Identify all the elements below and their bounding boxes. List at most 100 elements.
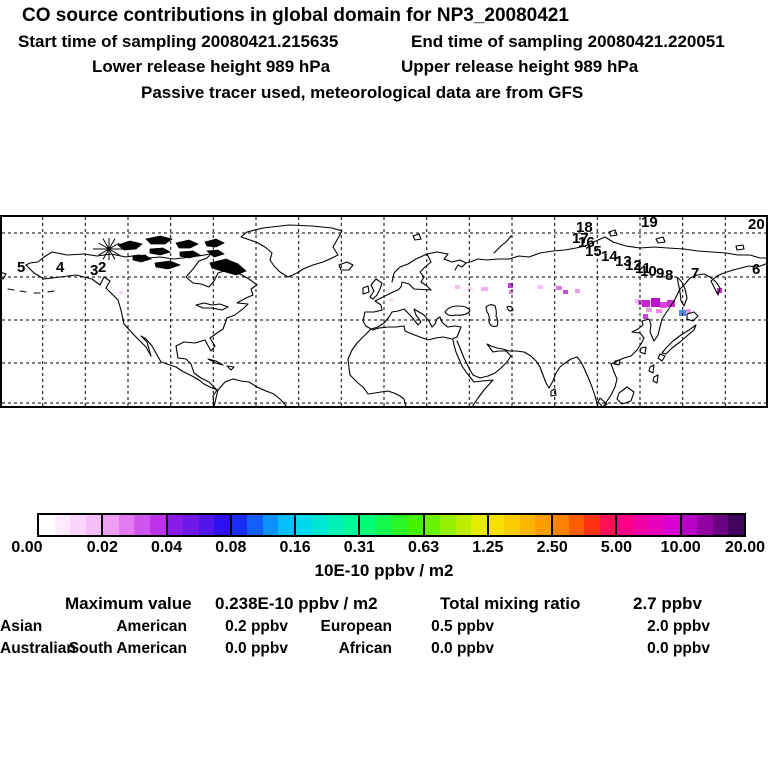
trajectory-point-label: 12 [625, 257, 642, 274]
contribution-cell [563, 290, 568, 294]
colorbar-cell [648, 515, 664, 535]
region-asian-label: Asian [0, 618, 43, 635]
contribution-cell [656, 309, 662, 313]
colorbar-cell [214, 515, 230, 535]
colorbar-cell [697, 515, 713, 535]
trajectory-point-label: 20 [748, 216, 765, 233]
colorbar-cell [422, 515, 441, 535]
contribution-cell [455, 285, 460, 289]
contribution-cell [575, 289, 580, 293]
colorbar-cell [278, 515, 294, 535]
colorbar-cell [311, 515, 328, 535]
colorbar-cell [599, 515, 616, 535]
trajectory-point-label: 19 [641, 215, 658, 231]
end-time-text: End time of sampling 20080421.220051 [411, 32, 725, 51]
trajectory-point-label: 9 [656, 265, 664, 282]
colorbar-cell [39, 515, 55, 535]
colorbar-tick: 0.02 [86, 539, 118, 556]
region-american-value: 0.2 ppbv [225, 618, 288, 635]
trajectory-point-label: 6 [752, 261, 760, 278]
region-african-value: 0.0 ppbv [431, 640, 494, 657]
trajectory-point-label: 3 [90, 262, 98, 279]
colorbar-cell [663, 515, 680, 535]
colorbar-cell [519, 515, 536, 535]
trajectory-point-label: 5 [17, 259, 25, 276]
colorbar-cell [728, 515, 744, 535]
colorbar-cell [535, 515, 551, 535]
region-african-label: African [338, 640, 392, 657]
colorbar-tick: 1.25 [472, 539, 504, 556]
colorbar-cell [406, 515, 423, 535]
colorbar-cell [358, 515, 376, 535]
colorbar-tick: 0.00 [11, 539, 43, 556]
region-asian-value: 2.0 ppbv [647, 618, 710, 635]
colorbar-cell [198, 515, 215, 535]
region-european-label: European [320, 618, 392, 635]
world-map: 2 3 4 5 6 7 8 9 10 11 12 13 14 15 16 17 18 19 20 [0, 215, 768, 408]
contribution-cell [651, 298, 660, 307]
colorbar-cell [471, 515, 487, 535]
colorbar-cell [101, 515, 119, 535]
colorbar-cells [39, 515, 744, 535]
trajectory-point-label: 7 [691, 265, 699, 282]
max-value-label: Maximum value [65, 594, 192, 613]
colorbar-cell [712, 515, 729, 535]
colorbar-cell [262, 515, 279, 535]
region-european-value: 0.5 ppbv [431, 618, 494, 635]
colorbar-tick: 10.00 [660, 539, 701, 556]
colorbar-cell [342, 515, 359, 535]
upper-release-text: Upper release height 989 hPa [401, 57, 639, 76]
contribution-cell [508, 283, 513, 288]
contribution-cell [389, 299, 393, 302]
colorbar-cell [229, 515, 248, 535]
contribution-cell [538, 285, 543, 289]
contribution-cell [635, 299, 639, 303]
colorbar-cell [149, 515, 166, 535]
contribution-cell [660, 302, 667, 308]
trajectory-point-label: 18 [576, 219, 593, 236]
colorbar-cell [615, 515, 633, 535]
colorbar-tick: 5.00 [600, 539, 632, 556]
colorbar-cell [679, 515, 698, 535]
total-mixing-ratio-label: Total mixing ratio [440, 594, 581, 613]
colorbar-cell [584, 515, 600, 535]
colorbar-tick: 0.31 [343, 539, 375, 556]
trajectory-point-label: 16 [578, 234, 595, 251]
colorbar-cell [183, 515, 199, 535]
trajectory-point-label: 8 [665, 267, 673, 284]
lower-release-text: Lower release height 989 hPa [92, 57, 331, 76]
colorbar-ticks: 0.00 0.02 0.04 0.08 0.16 0.31 0.63 1.25 2.50 5.00… [0, 539, 768, 557]
contribution-cell [481, 287, 488, 291]
trajectory-point-label: 14 [601, 248, 618, 265]
trajectory-point-label: 11 [635, 260, 651, 277]
contribution-cell [679, 310, 686, 316]
colorbar-cell [568, 515, 585, 535]
contribution-cell [643, 314, 648, 319]
colorbar-cell [551, 515, 569, 535]
colorbar-cell [455, 515, 472, 535]
contribution-cell [667, 300, 675, 307]
colorbar-tick: 2.50 [536, 539, 568, 556]
trajectory-point-label: 13 [615, 253, 632, 270]
colorbar-tick: 0.04 [150, 539, 183, 556]
trajectory-point-label: 17 [572, 230, 589, 247]
colorbar-cell [440, 515, 456, 535]
colorbar-cell [327, 515, 343, 535]
colorbar-cell [165, 515, 184, 535]
colorbar-cell [85, 515, 102, 535]
colorbar-cell [134, 515, 150, 535]
colorbar-tick: 0.63 [408, 539, 440, 556]
colorbar-cell [54, 515, 71, 535]
contribution-cell [556, 286, 562, 290]
colorbar-cell [118, 515, 135, 535]
colorbar-tick: 0.16 [279, 539, 311, 556]
map-border [0, 215, 768, 408]
region-south-american-label: South American [68, 640, 187, 657]
colorbar-cell [632, 515, 649, 535]
colorbar-cell [294, 515, 312, 535]
colorbar-cell [391, 515, 407, 535]
contribution-cell [509, 290, 513, 294]
colorbar-cell [504, 515, 520, 535]
contribution-cell [686, 309, 691, 313]
